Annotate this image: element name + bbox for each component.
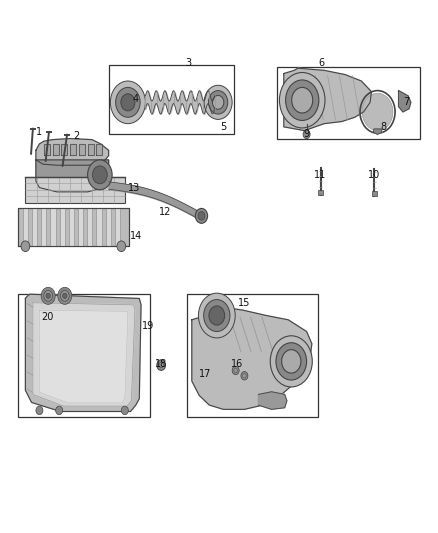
Text: 17: 17	[199, 369, 211, 379]
Text: 2: 2	[74, 131, 80, 141]
Polygon shape	[44, 144, 50, 155]
Bar	[18, 294, 150, 417]
Text: 8: 8	[381, 122, 387, 132]
Bar	[18, 208, 129, 246]
Circle shape	[88, 160, 112, 190]
Text: 1: 1	[35, 127, 42, 137]
Circle shape	[276, 343, 307, 380]
Circle shape	[46, 293, 50, 298]
Bar	[50, 208, 56, 246]
Bar	[109, 65, 234, 134]
Circle shape	[110, 81, 145, 124]
Bar	[60, 208, 65, 246]
Polygon shape	[39, 310, 128, 403]
Circle shape	[204, 300, 230, 332]
Text: 13: 13	[127, 183, 140, 192]
Bar	[318, 190, 323, 195]
Circle shape	[117, 241, 126, 252]
Polygon shape	[399, 91, 411, 112]
Circle shape	[63, 293, 67, 298]
Text: 19: 19	[142, 321, 154, 331]
Circle shape	[204, 85, 232, 119]
Polygon shape	[70, 144, 76, 155]
Circle shape	[241, 372, 248, 380]
Circle shape	[157, 360, 166, 370]
Circle shape	[292, 87, 313, 113]
Circle shape	[36, 406, 43, 415]
Circle shape	[159, 362, 163, 368]
Text: 15: 15	[238, 298, 251, 308]
Circle shape	[212, 95, 224, 109]
Text: 12: 12	[159, 207, 172, 217]
Bar	[96, 208, 102, 246]
Circle shape	[41, 287, 55, 304]
Circle shape	[362, 93, 393, 131]
Text: 20: 20	[41, 312, 53, 322]
Bar	[187, 294, 318, 417]
Bar	[87, 208, 92, 246]
Circle shape	[58, 287, 72, 304]
Bar	[78, 208, 83, 246]
Circle shape	[198, 212, 205, 220]
Circle shape	[116, 87, 140, 117]
Bar	[41, 208, 46, 246]
Polygon shape	[96, 144, 102, 155]
Circle shape	[60, 290, 69, 301]
Circle shape	[243, 374, 246, 378]
Bar	[32, 208, 37, 246]
Text: 3: 3	[185, 58, 191, 68]
Bar	[25, 177, 125, 203]
Circle shape	[282, 350, 301, 373]
Circle shape	[195, 208, 208, 223]
Text: 16: 16	[231, 359, 244, 368]
Polygon shape	[88, 144, 94, 155]
Circle shape	[56, 406, 63, 415]
Polygon shape	[36, 139, 109, 165]
Circle shape	[286, 80, 319, 120]
Text: 4: 4	[133, 94, 139, 103]
Bar	[277, 67, 420, 139]
Text: 18: 18	[155, 359, 167, 368]
Circle shape	[21, 241, 30, 252]
Text: 6: 6	[319, 58, 325, 68]
Text: 14: 14	[130, 231, 142, 240]
Circle shape	[303, 130, 310, 139]
Polygon shape	[36, 160, 109, 192]
Polygon shape	[373, 129, 382, 134]
Circle shape	[234, 368, 237, 373]
Text: 10: 10	[368, 170, 381, 180]
Circle shape	[279, 72, 325, 128]
Polygon shape	[33, 303, 135, 406]
Circle shape	[232, 366, 239, 375]
Circle shape	[121, 406, 128, 415]
Circle shape	[92, 166, 107, 184]
Bar	[69, 208, 74, 246]
Circle shape	[208, 91, 228, 114]
Text: 11: 11	[314, 170, 326, 180]
Polygon shape	[192, 306, 312, 409]
Circle shape	[198, 293, 235, 338]
Polygon shape	[284, 68, 371, 131]
Polygon shape	[258, 392, 287, 409]
Circle shape	[121, 94, 135, 111]
Bar	[115, 208, 120, 246]
Text: 9: 9	[304, 130, 310, 139]
Bar	[23, 208, 28, 246]
Polygon shape	[25, 294, 141, 411]
Polygon shape	[61, 144, 67, 155]
Bar	[106, 208, 111, 246]
Bar	[372, 191, 377, 196]
Circle shape	[44, 290, 53, 301]
Text: 7: 7	[403, 98, 410, 107]
Circle shape	[209, 306, 225, 325]
Circle shape	[270, 336, 312, 387]
Text: 5: 5	[220, 122, 226, 132]
Polygon shape	[53, 144, 59, 155]
Polygon shape	[79, 144, 85, 155]
